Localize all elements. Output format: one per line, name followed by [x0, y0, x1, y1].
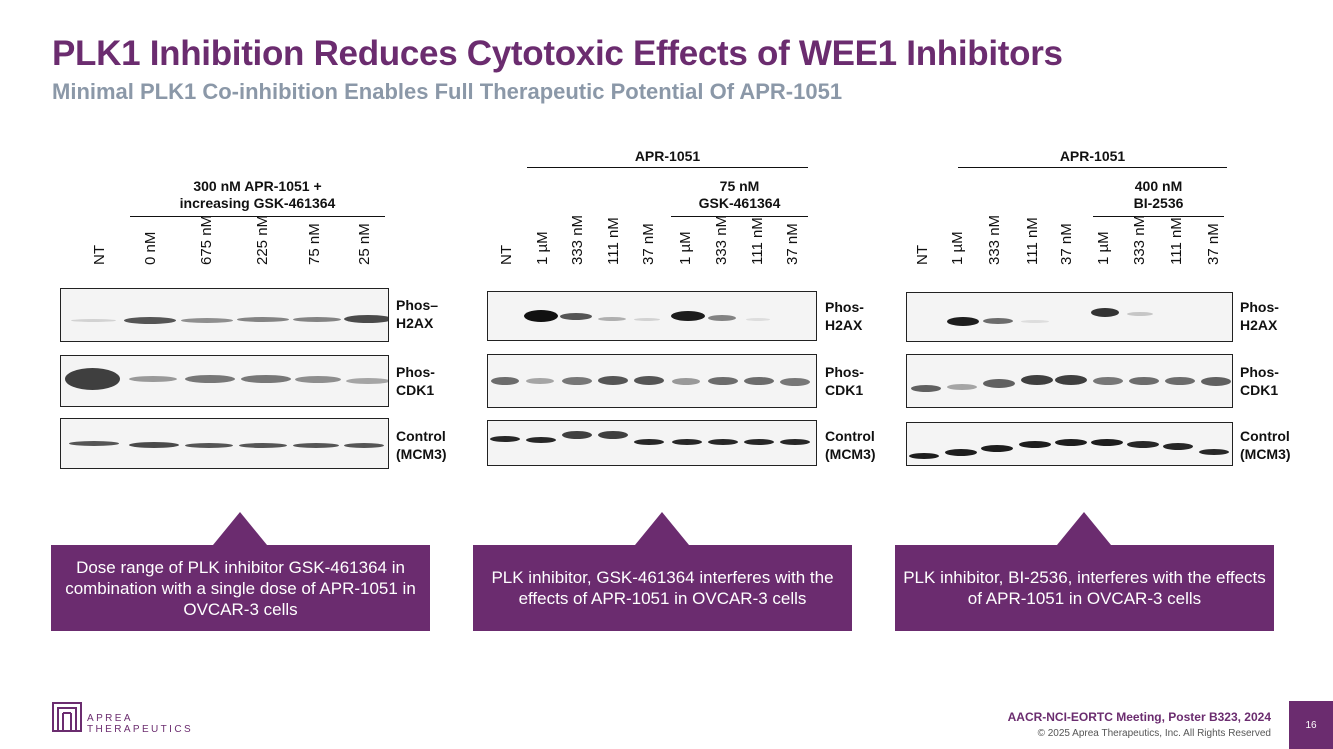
page-subtitle: Minimal PLK1 Co-inhibition Enables Full … — [52, 79, 843, 104]
panel1-header-line1: 300 nM APR-1051 + — [193, 178, 322, 194]
panel3-lane-label: 111 nM — [1024, 217, 1041, 265]
panel2-label-h2ax: Phos- H2AX — [825, 299, 864, 333]
panel1-blot-cdk1 — [60, 355, 389, 407]
panel2-callout: PLK inhibitor, GSK-461364 interferes wit… — [473, 545, 852, 631]
panel1-callout: Dose range of PLK inhibitor GSK-461364 i… — [51, 545, 430, 631]
panel1-label-cdk1: Phos- CDK1 — [396, 364, 435, 398]
aprea-logo-text: APREA THERAPEUTICS — [87, 713, 194, 735]
panel3-label-mcm3: Control (MCM3) — [1240, 428, 1291, 462]
panel1-header-line2: increasing GSK-461364 — [179, 195, 336, 211]
panel1-lane-label: 0 nM — [142, 231, 159, 265]
panel3-lane-label: 1 µM — [949, 231, 966, 265]
panel3-blot-cdk1 — [906, 354, 1233, 408]
panel3-lane-label: 333 nM — [986, 214, 1003, 265]
panel2-label-mcm3: Control (MCM3) — [825, 428, 876, 462]
panel3-label-h2ax: Phos- H2AX — [1240, 299, 1279, 333]
panel2-lane-label: 333 nM — [569, 214, 586, 265]
panel1-lane-label: 75 nM — [306, 223, 323, 265]
panel2-top-header: APR-1051 — [634, 148, 701, 164]
panel3-blot-mcm3 — [906, 422, 1233, 466]
panel3-lane-label: 37 nM — [1205, 223, 1222, 265]
panel3-label-cdk1: Phos- CDK1 — [1240, 364, 1279, 398]
panel2-lane-label: 37 nM — [640, 223, 657, 265]
panel1-lane-label: 225 nM — [254, 214, 271, 265]
panel3-sub-header-line2: BI-2536 — [1133, 195, 1184, 211]
panel3-sub-header-line1: 400 nM — [1134, 178, 1183, 194]
panel2-lane-label: 333 nM — [713, 214, 730, 265]
panel2-lane-label: NT — [498, 245, 515, 265]
panel2-blot-mcm3 — [487, 420, 817, 466]
panel1-blot-mcm3 — [60, 418, 389, 469]
panel2-lane-label: 111 nM — [749, 217, 766, 265]
panel3-sub-header: 400 nM BI-2536 — [1093, 178, 1224, 212]
page-title: PLK1 Inhibition Reduces Cytotoxic Effect… — [52, 34, 1063, 73]
panel1-label-h2ax: Phos– H2AX — [396, 297, 439, 331]
panel3-blot-h2ax — [906, 292, 1233, 342]
panel3-lane-label: 111 nM — [1168, 217, 1185, 265]
meeting-citation: AACR-NCI-EORTC Meeting, Poster B323, 202… — [1007, 710, 1271, 724]
panel3-sub-rule — [1093, 216, 1224, 217]
panel3-top-rule — [958, 167, 1227, 168]
panel2-sub-header-line1: 75 nM — [719, 178, 760, 194]
panel1-header: 300 nM APR-1051 + increasing GSK-461364 — [130, 178, 385, 212]
panel2-blot-cdk1 — [487, 354, 817, 408]
panel3-lane-label: 333 nM — [1131, 214, 1148, 265]
copyright: © 2025 Aprea Therapeutics, Inc. All Righ… — [1037, 728, 1271, 739]
panel2-lane-label: 111 nM — [605, 217, 622, 265]
panel3-top-header: APR-1051 — [1059, 148, 1126, 164]
panel2-sub-rule — [671, 216, 808, 217]
panel2-top-rule — [527, 167, 808, 168]
panel1-callout-pointer — [213, 512, 267, 545]
panel1-label-mcm3: Control (MCM3) — [396, 428, 447, 462]
panel2-callout-pointer — [635, 512, 689, 545]
panel2-sub-header: 75 nM GSK-461364 — [671, 178, 808, 212]
aprea-logo-icon — [52, 702, 82, 732]
panel3-lane-label: 1 µM — [1095, 231, 1112, 265]
panel2-label-cdk1: Phos- CDK1 — [825, 364, 864, 398]
page-number: 16 — [1289, 701, 1333, 749]
panel1-lane-label: NT — [91, 245, 108, 265]
panel1-blot-h2ax — [60, 288, 389, 342]
panel1-lane-label: 675 nM — [198, 214, 215, 265]
panel2-lane-label: 1 µM — [534, 231, 551, 265]
panel3-lane-label: NT — [914, 245, 931, 265]
panel2-lane-label: 1 µM — [677, 231, 694, 265]
panel1-header-rule — [130, 216, 385, 217]
panel2-blot-h2ax — [487, 291, 817, 341]
panel3-callout: PLK inhibitor, BI-2536, interferes with … — [895, 545, 1274, 631]
panel3-lane-label: 37 nM — [1058, 223, 1075, 265]
panel2-lane-label: 37 nM — [784, 223, 801, 265]
panel2-sub-header-line2: GSK-461364 — [698, 195, 781, 211]
panel3-callout-pointer — [1057, 512, 1111, 545]
panel1-lane-label: 25 nM — [356, 223, 373, 265]
